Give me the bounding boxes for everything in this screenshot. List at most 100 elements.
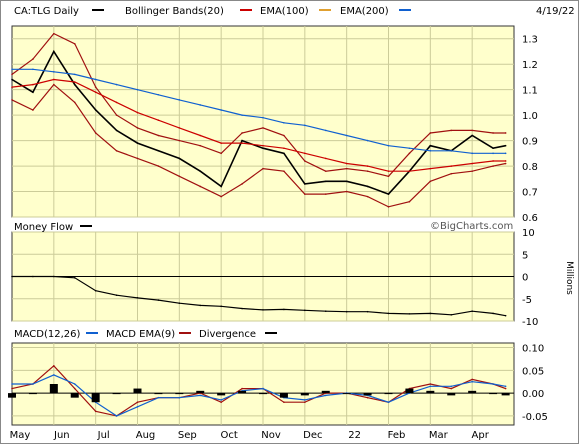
- divergence-bar: [196, 390, 205, 394]
- y-tick-label: 5: [522, 250, 528, 261]
- data-point: [115, 415, 118, 417]
- y-tick-label: 0.05: [522, 366, 544, 377]
- data-point: [73, 73, 76, 76]
- data-point: [220, 152, 222, 155]
- data-point: [241, 307, 243, 310]
- data-point: [178, 302, 181, 305]
- data-point: [324, 170, 327, 172]
- data-point: [504, 132, 507, 134]
- data-point: [450, 385, 453, 388]
- data-point: [345, 180, 348, 183]
- data-point: [283, 308, 285, 311]
- data-point: [94, 289, 97, 292]
- data-point: [115, 114, 118, 116]
- y-tick-label: 1.2: [522, 60, 538, 71]
- data-point: [471, 310, 473, 313]
- x-tick-label: Oct: [221, 430, 238, 441]
- divergence-bar: [501, 393, 510, 396]
- data-point: [262, 167, 264, 170]
- data-point: [366, 396, 369, 399]
- data-point: [366, 310, 369, 313]
- data-point: [345, 167, 348, 170]
- data-point: [387, 401, 390, 404]
- data-point: [199, 144, 202, 147]
- y-tick-label: 0.9: [522, 137, 538, 148]
- data-point: [345, 134, 348, 137]
- data-point: [387, 170, 390, 172]
- data-point: [262, 116, 264, 119]
- data-point: [199, 304, 202, 307]
- data-point: [32, 109, 34, 111]
- data-point: [324, 157, 327, 160]
- data-point: [136, 401, 139, 404]
- data-point: [408, 313, 411, 315]
- macd-panel: 0.10 0.05 0.00 -0.05 MACD(12,26) MACD EMA(9…: [8, 329, 548, 426]
- divergence-bar: [405, 388, 414, 394]
- price-title: CA:TLG Daily: [14, 6, 79, 17]
- data-point: [94, 410, 97, 413]
- x-tick-label: Jul: [97, 430, 110, 441]
- data-point: [73, 43, 76, 45]
- data-point: [178, 139, 181, 142]
- data-point: [32, 91, 34, 94]
- data-point: [450, 129, 453, 132]
- divergence-bar: [91, 393, 100, 403]
- data-point: [178, 127, 181, 129]
- data-point: [53, 50, 55, 53]
- data-point: [471, 129, 473, 132]
- y-tick-label: 0: [522, 273, 528, 284]
- x-tick-label: 22: [348, 430, 361, 441]
- data-point: [429, 167, 432, 170]
- divergence-bar: [426, 390, 435, 394]
- money-flow-ylabel: Millions: [564, 261, 574, 295]
- legend-divergence: Divergence: [199, 329, 256, 340]
- data-point: [32, 83, 34, 86]
- divergence-bar: [8, 393, 16, 398]
- data-point: [387, 206, 390, 208]
- data-point: [53, 78, 55, 81]
- data-point: [11, 78, 13, 81]
- legend-macd-ema: MACD EMA(9): [106, 329, 175, 340]
- data-point: [262, 309, 264, 311]
- divergence-bar: [70, 393, 79, 398]
- data-point: [429, 383, 432, 385]
- x-axis-labels: May Jun Jul Aug Sep Oct Nov Dec 22 Feb Mar Apr: [10, 430, 490, 441]
- divergence-bar: [447, 393, 456, 396]
- divergence-bar: [154, 393, 163, 395]
- divergence-bar: [238, 390, 247, 394]
- data-point: [304, 152, 306, 155]
- data-point: [429, 385, 432, 388]
- money-flow-y-ticks: 10 5 0 -5 -10: [522, 228, 538, 328]
- price-series: [11, 32, 507, 208]
- data-point: [471, 378, 473, 381]
- data-point: [241, 183, 243, 185]
- data-point: [94, 132, 97, 134]
- divergence-bar: [112, 393, 121, 395]
- data-point: [73, 101, 76, 104]
- data-point: [11, 99, 13, 101]
- divergence-bar: [259, 393, 267, 395]
- divergence-bar: [300, 393, 309, 396]
- x-tick-label: Mar: [429, 430, 449, 441]
- x-tick-label: Apr: [472, 430, 490, 441]
- data-point: [53, 275, 55, 278]
- divergence-bar: [49, 384, 58, 394]
- data-point: [366, 195, 369, 198]
- data-point: [450, 313, 453, 316]
- data-point: [136, 111, 139, 114]
- data-point: [304, 183, 306, 185]
- data-point: [324, 310, 327, 313]
- data-point: [504, 152, 507, 155]
- data-point: [504, 160, 507, 162]
- data-point: [53, 364, 55, 367]
- data-point: [136, 297, 139, 299]
- y-tick-label: 0.7: [522, 188, 538, 199]
- x-tick-label: Feb: [388, 430, 406, 441]
- data-point: [32, 383, 34, 385]
- divergence-bar: [175, 393, 184, 395]
- divergence-bar: [321, 390, 330, 394]
- data-point: [94, 78, 97, 81]
- data-point: [304, 309, 306, 312]
- data-point: [94, 109, 97, 111]
- data-point: [504, 162, 507, 165]
